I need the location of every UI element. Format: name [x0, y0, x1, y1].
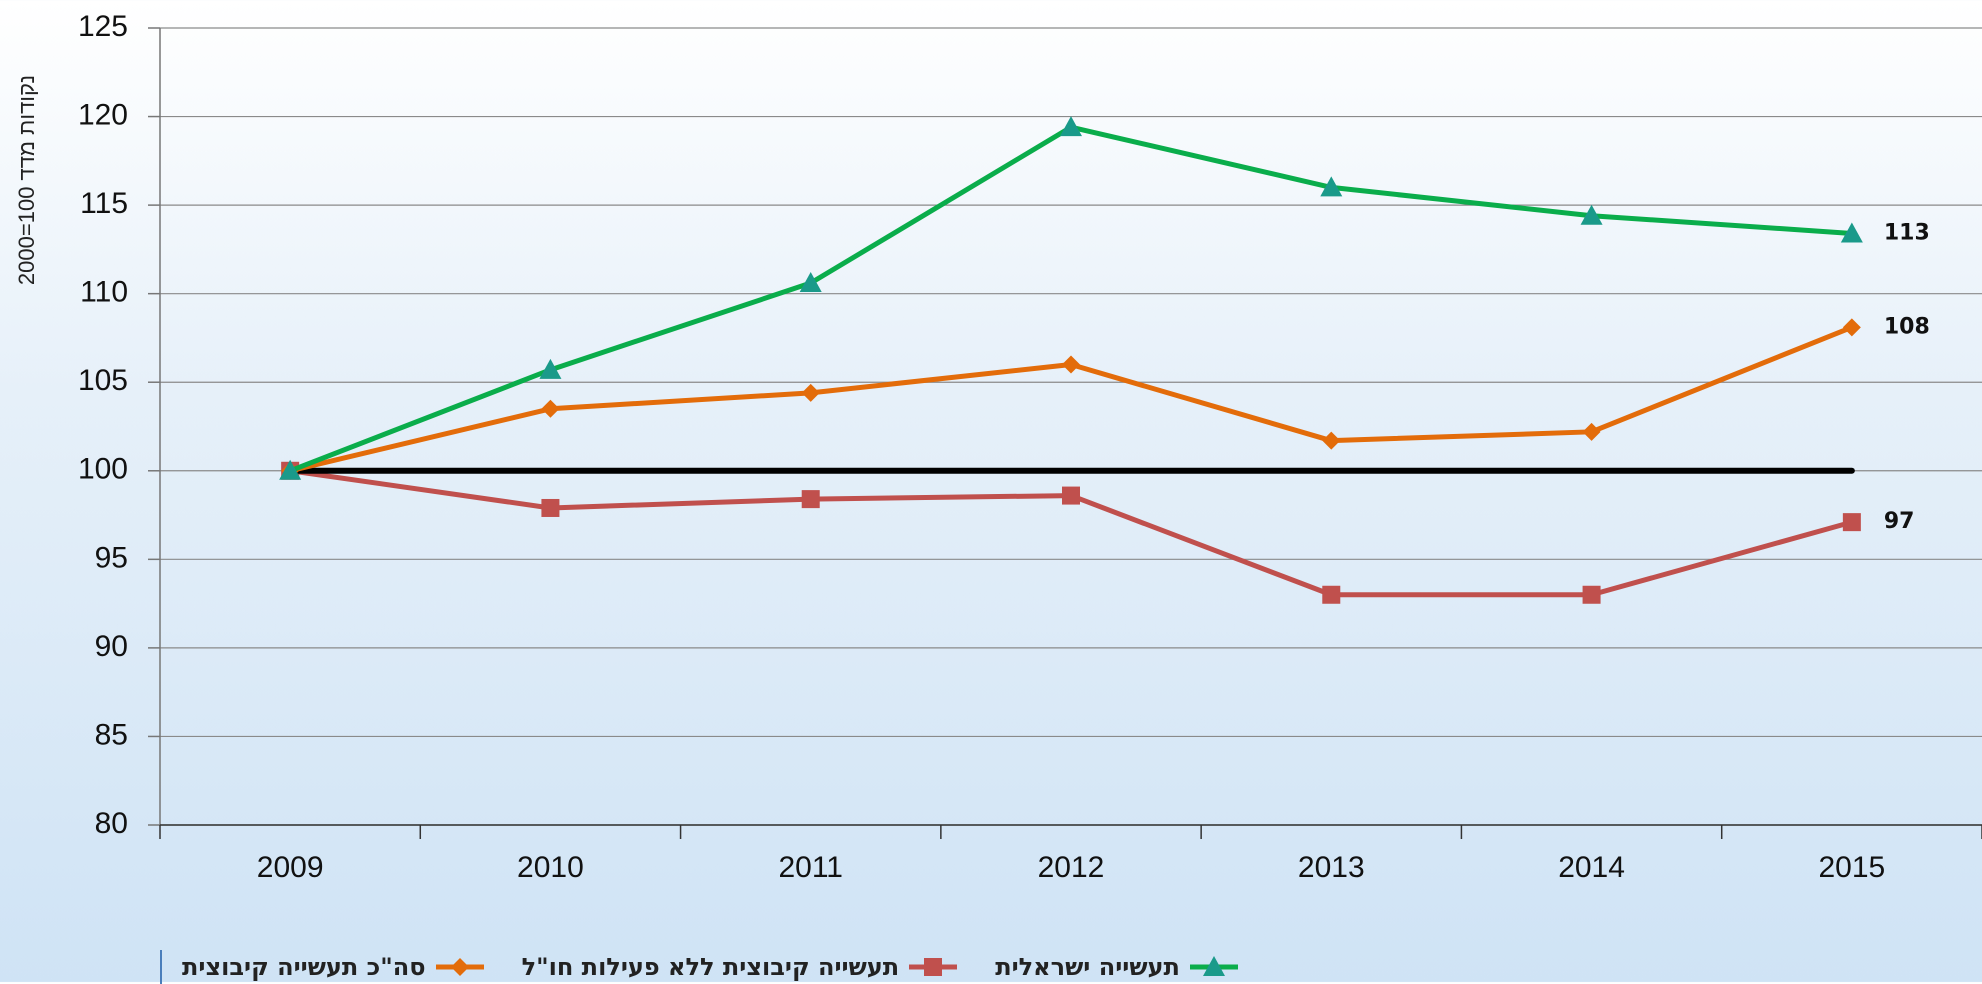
- marker: [1322, 432, 1340, 450]
- legend-label: תעשייה קיבוצית ללא פעילות חו"ל: [522, 953, 900, 981]
- marker: [800, 272, 822, 292]
- marker: [802, 490, 820, 508]
- data-label: 108: [1884, 314, 1930, 339]
- series-line: [290, 327, 1852, 470]
- y-tick-label: 120: [78, 98, 128, 131]
- y-tick-label: 85: [95, 718, 128, 751]
- x-tick-label: 2010: [517, 851, 584, 884]
- y-tick-label: 100: [78, 453, 128, 486]
- legend-swatch: [434, 955, 486, 979]
- legend-swatch: [1188, 955, 1240, 979]
- legend-label: תעשייה ישראלית: [995, 953, 1180, 981]
- marker: [541, 499, 559, 517]
- y-axis-label: נקודות מדד 100=2000: [14, 75, 39, 285]
- data-label: 97: [1884, 509, 1915, 534]
- marker: [802, 384, 820, 402]
- marker: [1583, 423, 1601, 441]
- marker: [1843, 513, 1861, 531]
- legend-label: סה"כ תעשייה קיבוצית: [182, 953, 426, 981]
- chart: נקודות מדד 100=2000 80 85 90 95 100 105 110 115…: [0, 0, 1982, 945]
- legend-item: סה"כ תעשייה קיבוצית: [182, 953, 486, 981]
- x-tick-label: 2013: [1298, 851, 1365, 884]
- x-tick-label: 2012: [1038, 851, 1105, 884]
- legend-swatch: [907, 955, 959, 979]
- marker: [541, 400, 559, 418]
- data-label: 113: [1884, 220, 1930, 245]
- y-tick-label: 80: [95, 807, 128, 840]
- x-tick-label: 2014: [1558, 851, 1625, 884]
- marker: [1583, 586, 1601, 604]
- marker: [1843, 318, 1861, 336]
- legend: תעשייה ישראלית תעשייה קיבוצית ללא פעילות …: [160, 950, 1240, 984]
- marker: [1062, 356, 1080, 374]
- x-tick-label: 2011: [778, 851, 843, 884]
- marker: [1062, 487, 1080, 505]
- y-tick-label: 90: [95, 630, 128, 663]
- y-tick-label: 95: [95, 541, 128, 574]
- legend-item: תעשייה ישראלית: [995, 953, 1240, 981]
- x-tick-label: 2009: [257, 851, 324, 884]
- marker: [1322, 586, 1340, 604]
- y-tick-label: 105: [78, 364, 128, 397]
- x-tick-label: 2015: [1818, 851, 1885, 884]
- legend-item: תעשייה קיבוצית ללא פעילות חו"ל: [522, 953, 960, 981]
- marker: [1060, 116, 1082, 136]
- y-tick-label: 110: [80, 276, 128, 309]
- y-tick-label: 115: [80, 187, 128, 220]
- marker: [451, 958, 469, 976]
- y-tick-label: 125: [78, 10, 128, 43]
- page: נקודות מדד 100=2000 80 85 90 95 100 105 110 115…: [0, 0, 1982, 982]
- marker: [924, 958, 942, 976]
